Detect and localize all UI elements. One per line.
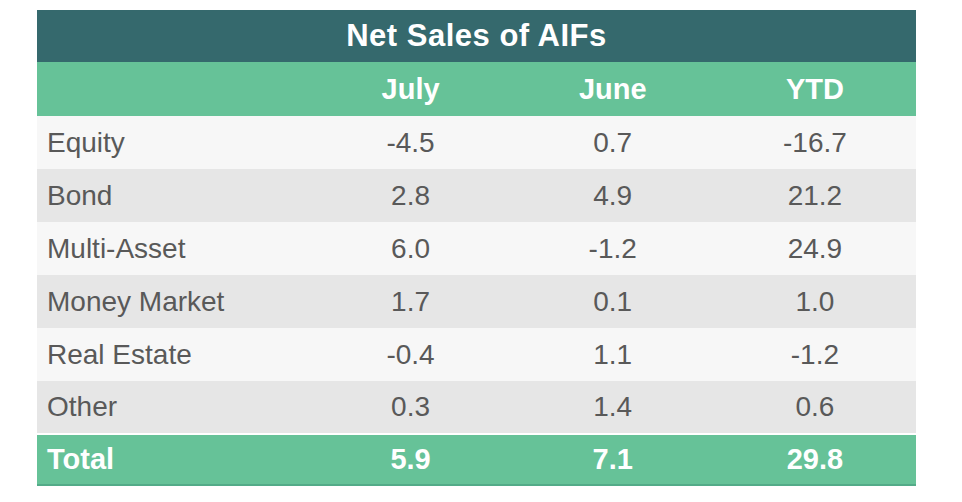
cell-bond-july: 2.8 (309, 169, 511, 222)
cell-equity-july: -4.5 (309, 116, 511, 169)
column-header-july: July (309, 62, 511, 116)
table-row-multi-asset: Multi-Asset 6.0 -1.2 24.9 (37, 222, 916, 275)
cell-money-market-june: 0.1 (512, 275, 714, 328)
row-label-equity: Equity (37, 116, 309, 169)
table-row-other: Other 0.3 1.4 0.6 (37, 381, 916, 434)
cell-equity-ytd: -16.7 (714, 116, 916, 169)
row-label-total: Total (37, 434, 309, 485)
cell-total-ytd: 29.8 (714, 434, 916, 485)
column-header-june: June (512, 62, 714, 116)
table-row-total: Total 5.9 7.1 29.8 (37, 434, 916, 485)
row-label-real-estate: Real Estate (37, 328, 309, 381)
cell-total-july: 5.9 (309, 434, 511, 485)
cell-bond-ytd: 21.2 (714, 169, 916, 222)
row-label-other: Other (37, 381, 309, 434)
cell-real-estate-june: 1.1 (512, 328, 714, 381)
table-row-equity: Equity -4.5 0.7 -16.7 (37, 116, 916, 169)
cell-total-june: 7.1 (512, 434, 714, 485)
cell-other-ytd: 0.6 (714, 381, 916, 434)
table-title: Net Sales of AIFs (37, 10, 916, 62)
table-row-money-market: Money Market 1.7 0.1 1.0 (37, 275, 916, 328)
row-label-money-market: Money Market (37, 275, 309, 328)
cell-bond-june: 4.9 (512, 169, 714, 222)
table-title-bar: Net Sales of AIFs (37, 10, 916, 62)
row-label-multi-asset: Multi-Asset (37, 222, 309, 275)
net-sales-table: Net Sales of AIFs July June YTD Equity -… (37, 10, 916, 486)
cell-other-june: 1.4 (512, 381, 714, 434)
cell-real-estate-july: -0.4 (309, 328, 511, 381)
table-row-real-estate: Real Estate -0.4 1.1 -1.2 (37, 328, 916, 381)
row-label-bond: Bond (37, 169, 309, 222)
column-header-ytd: YTD (714, 62, 916, 116)
cell-multi-asset-june: -1.2 (512, 222, 714, 275)
cell-multi-asset-ytd: 24.9 (714, 222, 916, 275)
cell-equity-june: 0.7 (512, 116, 714, 169)
cell-multi-asset-july: 6.0 (309, 222, 511, 275)
cell-money-market-july: 1.7 (309, 275, 511, 328)
cell-real-estate-ytd: -1.2 (714, 328, 916, 381)
table-row-bond: Bond 2.8 4.9 21.2 (37, 169, 916, 222)
cell-other-july: 0.3 (309, 381, 511, 434)
cell-money-market-ytd: 1.0 (714, 275, 916, 328)
column-header-row: July June YTD (37, 62, 916, 116)
column-header-blank (37, 62, 309, 116)
page-background: Net Sales of AIFs July June YTD Equity -… (0, 0, 962, 502)
